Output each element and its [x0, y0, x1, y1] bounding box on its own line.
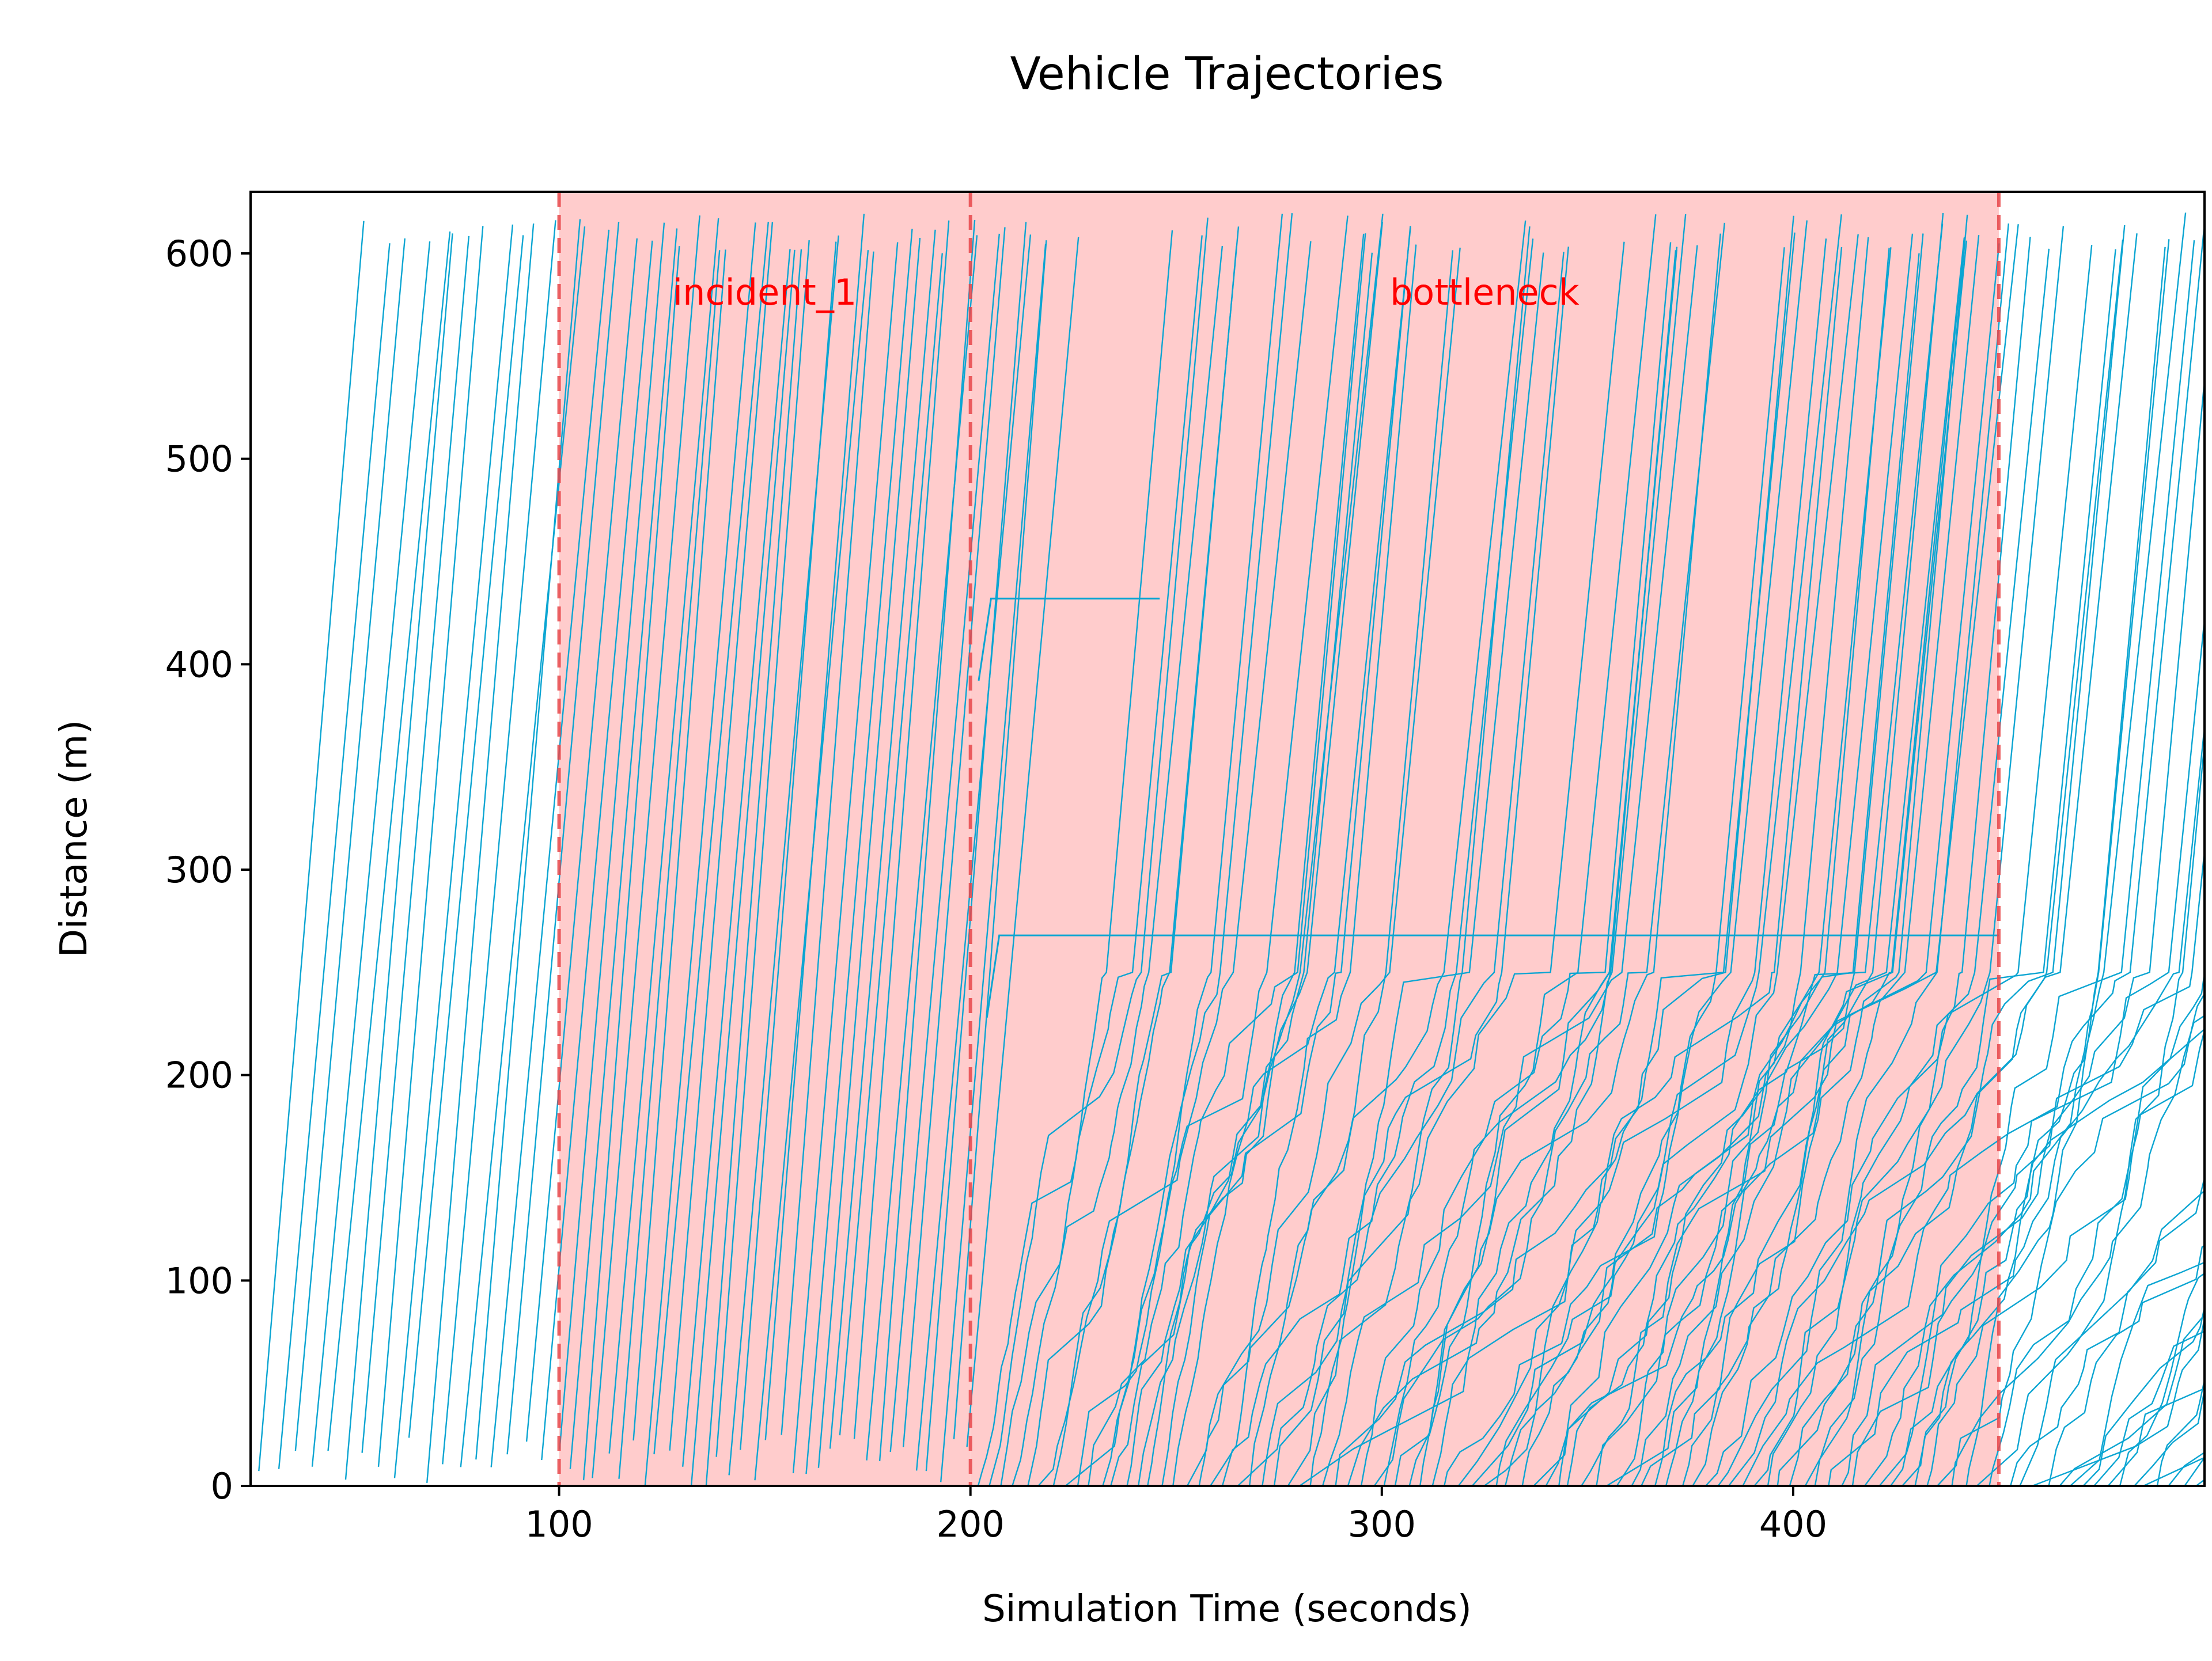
event-label-bottleneck: bottleneck [1390, 271, 1580, 313]
event-region-bottleneck [971, 192, 1999, 1486]
y-tick-label: 300 [165, 849, 233, 891]
vehicle-trajectory [2120, 240, 2212, 1486]
y-axis-label: Distance (m) [53, 720, 96, 957]
y-tick-label: 600 [165, 233, 233, 275]
y-tick-label: 200 [165, 1055, 233, 1097]
y-tick-label: 500 [165, 438, 233, 480]
vehicle-trajectory [2134, 214, 2212, 1486]
event-region-incident-1 [559, 192, 971, 1486]
vehicle-trajectory [427, 223, 533, 1483]
vehicle-trajectory [378, 226, 483, 1467]
x-tick-label: 300 [1348, 1503, 1416, 1545]
y-tick-label: 100 [165, 1260, 233, 1302]
event-label-incident-1: incident_1 [673, 271, 857, 313]
x-tick-label: 100 [525, 1503, 593, 1545]
vehicle-trajectory [279, 243, 389, 1469]
vehicle-trajectory [409, 235, 523, 1438]
vehicle-trajectory [1990, 231, 2212, 1486]
y-tick-label: 400 [165, 643, 233, 685]
event-regions [559, 192, 1999, 1486]
vehicle-trajectory [2010, 253, 2212, 1486]
y-tick-label: 0 [211, 1465, 233, 1507]
vehicle-trajectory [362, 236, 469, 1453]
vehicle-trajectory [312, 241, 430, 1466]
vehicle-trajectory [259, 221, 363, 1472]
x-axis-label: Simulation Time (seconds) [982, 1588, 1472, 1630]
vehicle-trajectory [442, 220, 555, 1464]
x-tick-label: 200 [937, 1503, 1005, 1545]
vehicle-trajectory [2049, 227, 2212, 1486]
vehicle-trajectory [346, 233, 453, 1480]
chart-title: Vehicle Trajectories [1010, 48, 1444, 100]
x-tick-label: 400 [1759, 1503, 1827, 1545]
